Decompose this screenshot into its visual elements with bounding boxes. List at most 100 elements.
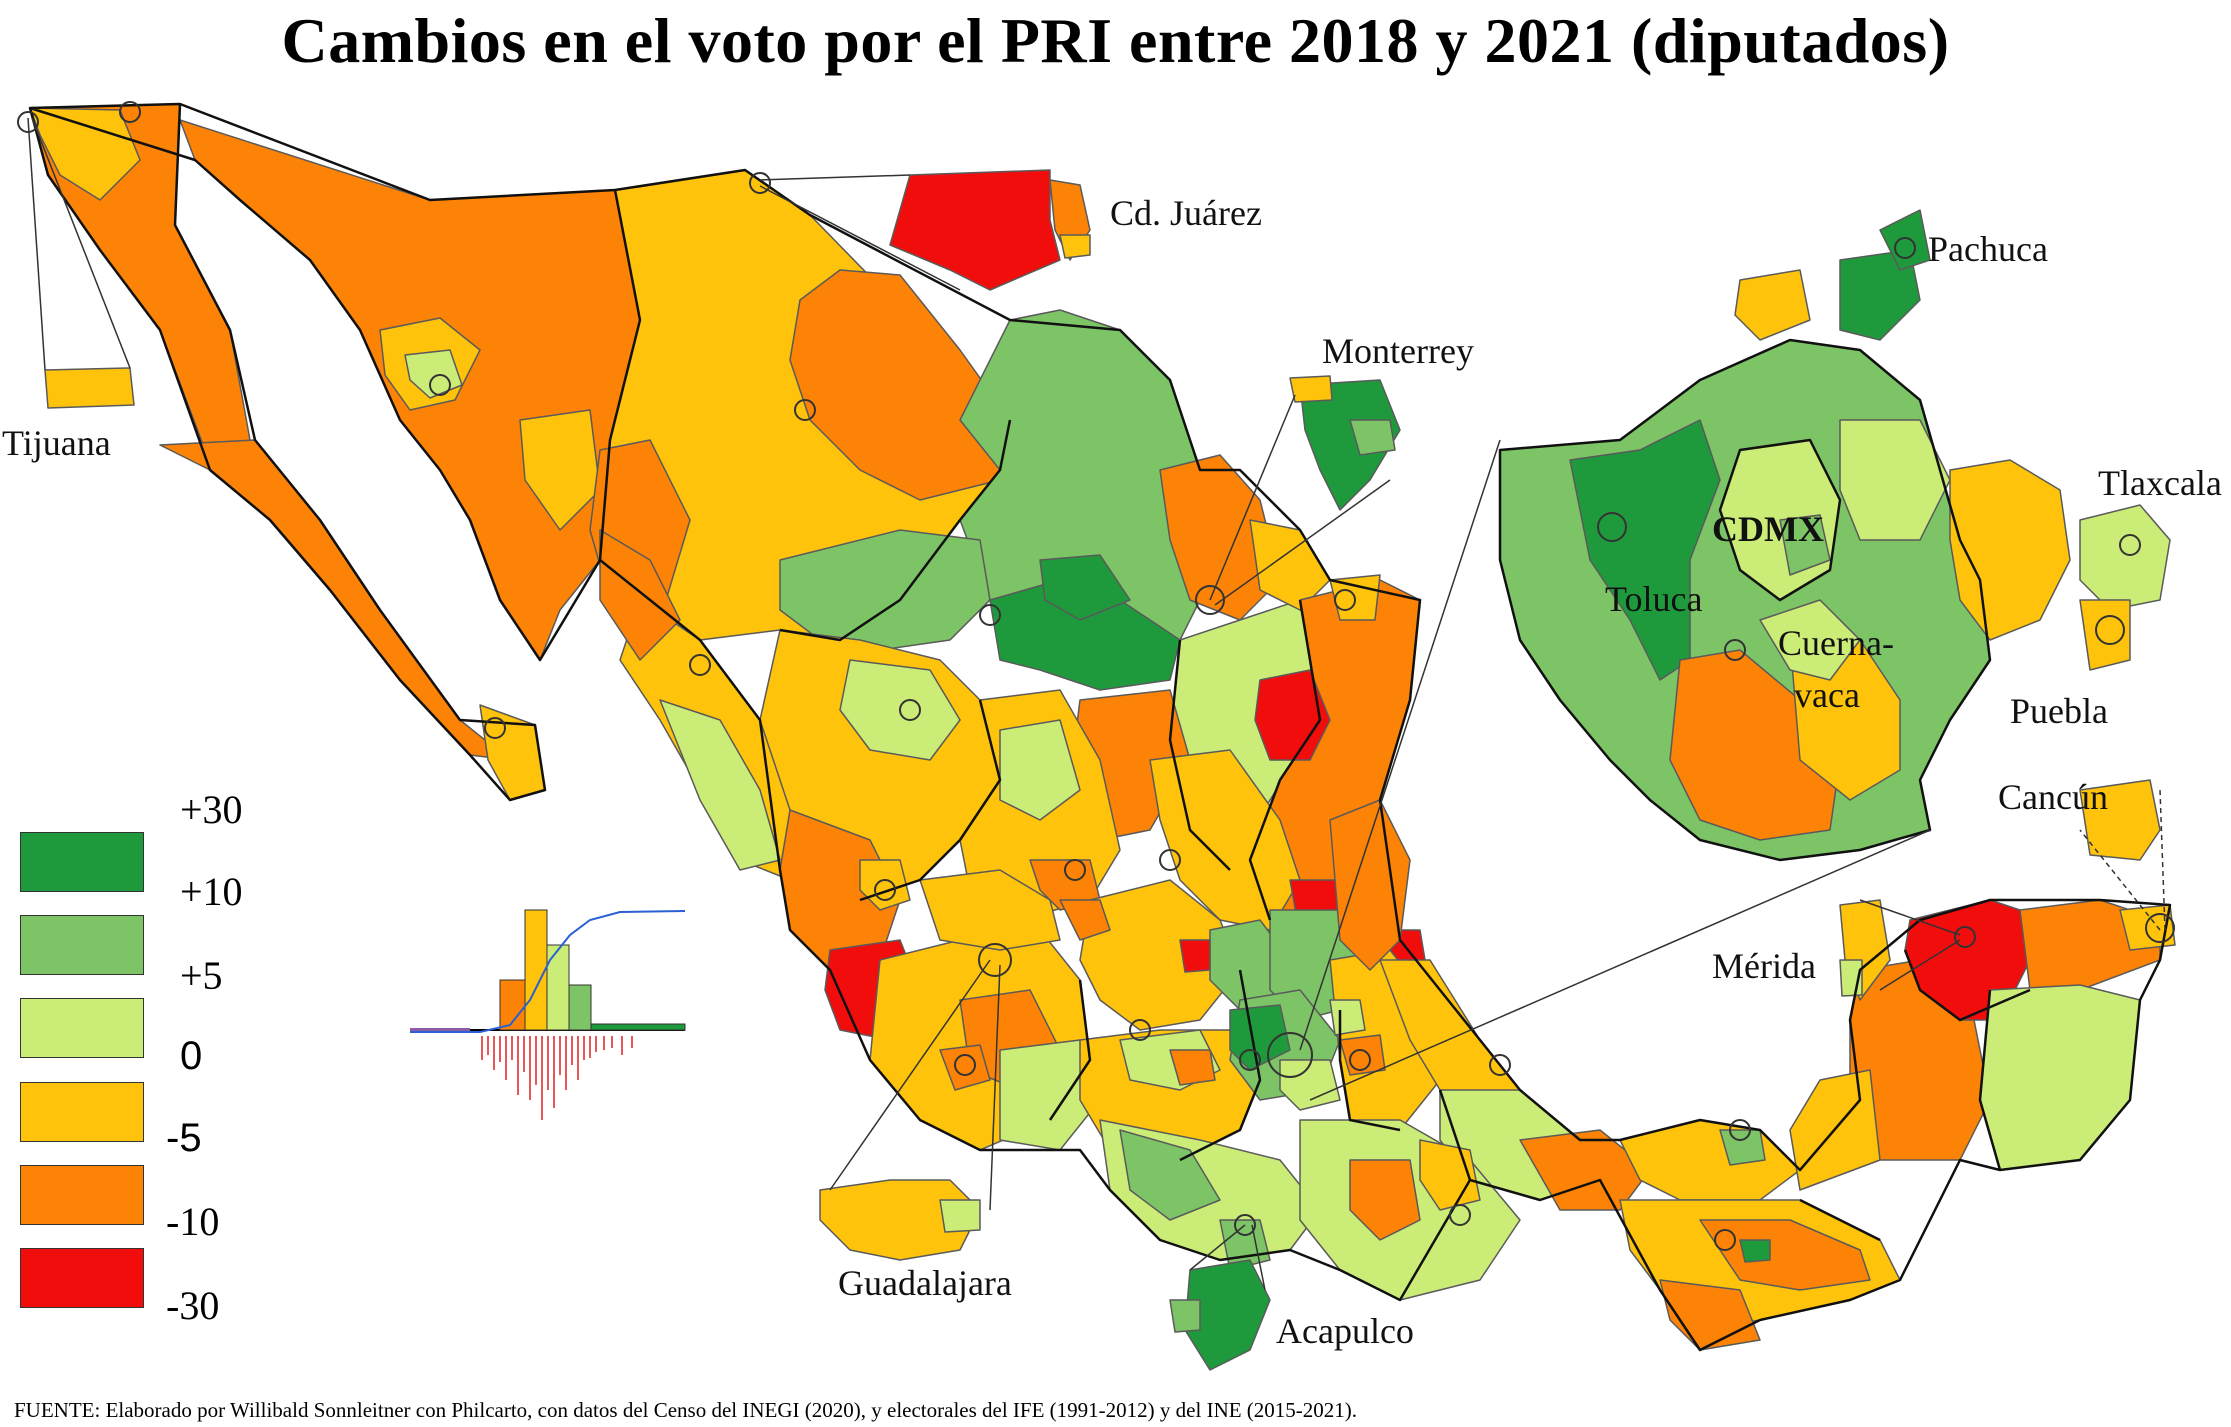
leader-central-2 <box>1309 829 1931 1101</box>
state-line-9 <box>1438 1089 1472 1181</box>
marker-merida <box>1954 926 1976 948</box>
central-inset-cdmx-outline <box>1718 438 1842 602</box>
central-inset-outline <box>1498 338 1992 862</box>
central-inset-northyellow <box>1734 269 1811 341</box>
guanajuato-red <box>1179 939 1211 973</box>
hist-bar-darkgreen <box>590 1023 686 1031</box>
tabasco-green <box>1719 1129 1766 1166</box>
central-inset-morelos-orange <box>1669 649 1841 841</box>
state-line-6 <box>1048 979 1092 1121</box>
michoacan-orange <box>1169 1049 1216 1086</box>
label-cdmx: CDMX <box>1712 509 1824 549</box>
central-inset-puebla-yellow <box>1949 459 2071 641</box>
leader-tijuana-2 <box>31 117 131 369</box>
chiapas-green <box>1739 1239 1771 1263</box>
marker-zacatecas <box>1159 849 1181 871</box>
label-tlaxcala: Tlaxcala <box>2098 463 2222 503</box>
guanajuato <box>1079 879 1241 1031</box>
hist-bar-green <box>568 984 592 1031</box>
label-tijuana: Tijuana <box>2 423 111 463</box>
state-line-7 <box>1179 969 1262 1162</box>
marker-tlaxcala-inset <box>2119 534 2141 556</box>
sinaloa-north <box>599 529 681 661</box>
state-line-11 <box>1978 989 2002 1171</box>
tijuana-inset <box>44 367 135 409</box>
monterrey-inset-yellow <box>1289 375 1333 403</box>
sinaloa-coast <box>659 699 781 871</box>
label-toluca: Toluca <box>1605 579 1703 619</box>
central-inset-morelos-light <box>1759 599 1861 681</box>
nuevo-leon-east <box>1249 519 1331 611</box>
marker-oaxaca <box>1449 1204 1471 1226</box>
nuevo-leon-north <box>1159 454 1281 621</box>
legend-break-5: -5 <box>166 1116 202 1160</box>
marker-veracruz <box>1489 1054 1511 1076</box>
central-inset-east-light <box>1839 419 1951 541</box>
hermosillo-center <box>404 349 463 399</box>
state-line-5 <box>859 699 1002 902</box>
central-inset-tlaxcala <box>2079 504 2171 611</box>
leader-acapulco-2 <box>1251 1224 1266 1291</box>
state-line-8 <box>1338 1010 1401 1132</box>
guadalajara-inset-light <box>939 1199 981 1233</box>
marker-mexicali <box>119 101 141 123</box>
leader-acapulco-1 <box>1189 1224 1246 1271</box>
marker-tijuana <box>17 111 39 133</box>
marker-la-paz <box>484 717 506 739</box>
label-pachuca: Pachuca <box>1928 229 2048 269</box>
leader-juarez-1 <box>759 174 911 181</box>
marker-chihuahua <box>794 399 816 421</box>
legend-break-3: +5 <box>180 953 223 998</box>
monterrey-inset-green <box>1299 379 1401 511</box>
hist-bar-neg <box>410 1028 470 1032</box>
coahuila-west <box>779 529 991 651</box>
legend-swatch-5 <box>20 1165 144 1225</box>
oaxaca-orange <box>1349 1159 1421 1241</box>
aguascalientes <box>1059 899 1111 941</box>
central-inset-cdmx-green <box>1779 514 1831 576</box>
quintana-roo <box>1979 984 2141 1171</box>
marker-colima <box>954 1054 976 1076</box>
marker-toluca-inset <box>1597 512 1627 542</box>
legend-break-2: +10 <box>180 869 243 914</box>
hist-rug <box>481 1036 633 1120</box>
legend-break-7: -30 <box>166 1283 220 1328</box>
cancun-inset <box>2079 779 2161 861</box>
marker-tuxtla <box>1714 1229 1736 1251</box>
juarez-inset-yellow <box>1059 234 1091 259</box>
label-guadalajara: Guadalajara <box>838 1263 1012 1303</box>
map-title: Cambios en el voto por el PRI entre 2018… <box>281 5 1950 76</box>
legend-swatch-2 <box>20 915 144 975</box>
marker-morelia <box>1129 1019 1151 1041</box>
juarez-inset <box>889 169 1061 291</box>
veracruz-orange <box>1519 1129 1651 1211</box>
jalisco-north <box>919 869 1061 951</box>
leader-tijuana-1 <box>27 117 46 371</box>
legend-swatch-4 <box>20 1082 144 1142</box>
leader-juarez-2 <box>759 185 961 291</box>
marker-puebla-inset <box>2095 615 2125 645</box>
marker-cancun <box>2145 913 2175 943</box>
marker-cdmx <box>1267 1032 1313 1078</box>
marker-cuernavaca-inset <box>1724 639 1746 661</box>
sonora-south <box>519 409 601 531</box>
tlaxcala-state <box>1329 999 1366 1036</box>
marker-villahermosa <box>1729 1119 1751 1141</box>
jalisco-south <box>999 1039 1101 1151</box>
leader-monterrey-2 <box>1214 479 1391 606</box>
marker-durango <box>899 699 921 721</box>
state-line-4 <box>1248 599 1322 921</box>
leader-guadalajara-2 <box>989 964 1001 1211</box>
acapulco-inset-light <box>1169 1299 1201 1333</box>
marker-hermosillo <box>429 374 451 396</box>
state-line-3 <box>1168 639 1231 871</box>
chihuahua-east <box>789 269 1011 501</box>
legend-break-6: -10 <box>166 1199 220 1244</box>
legend-break-4: 0 <box>180 1034 203 1078</box>
leader-guadalajara-1 <box>829 959 991 1191</box>
label-cancun: Cancún <box>1998 777 2108 817</box>
marker-puebla-main <box>1349 1049 1371 1071</box>
label-puebla: Puebla <box>2010 691 2108 731</box>
label-monterrey: Monterrey <box>1322 331 1474 371</box>
